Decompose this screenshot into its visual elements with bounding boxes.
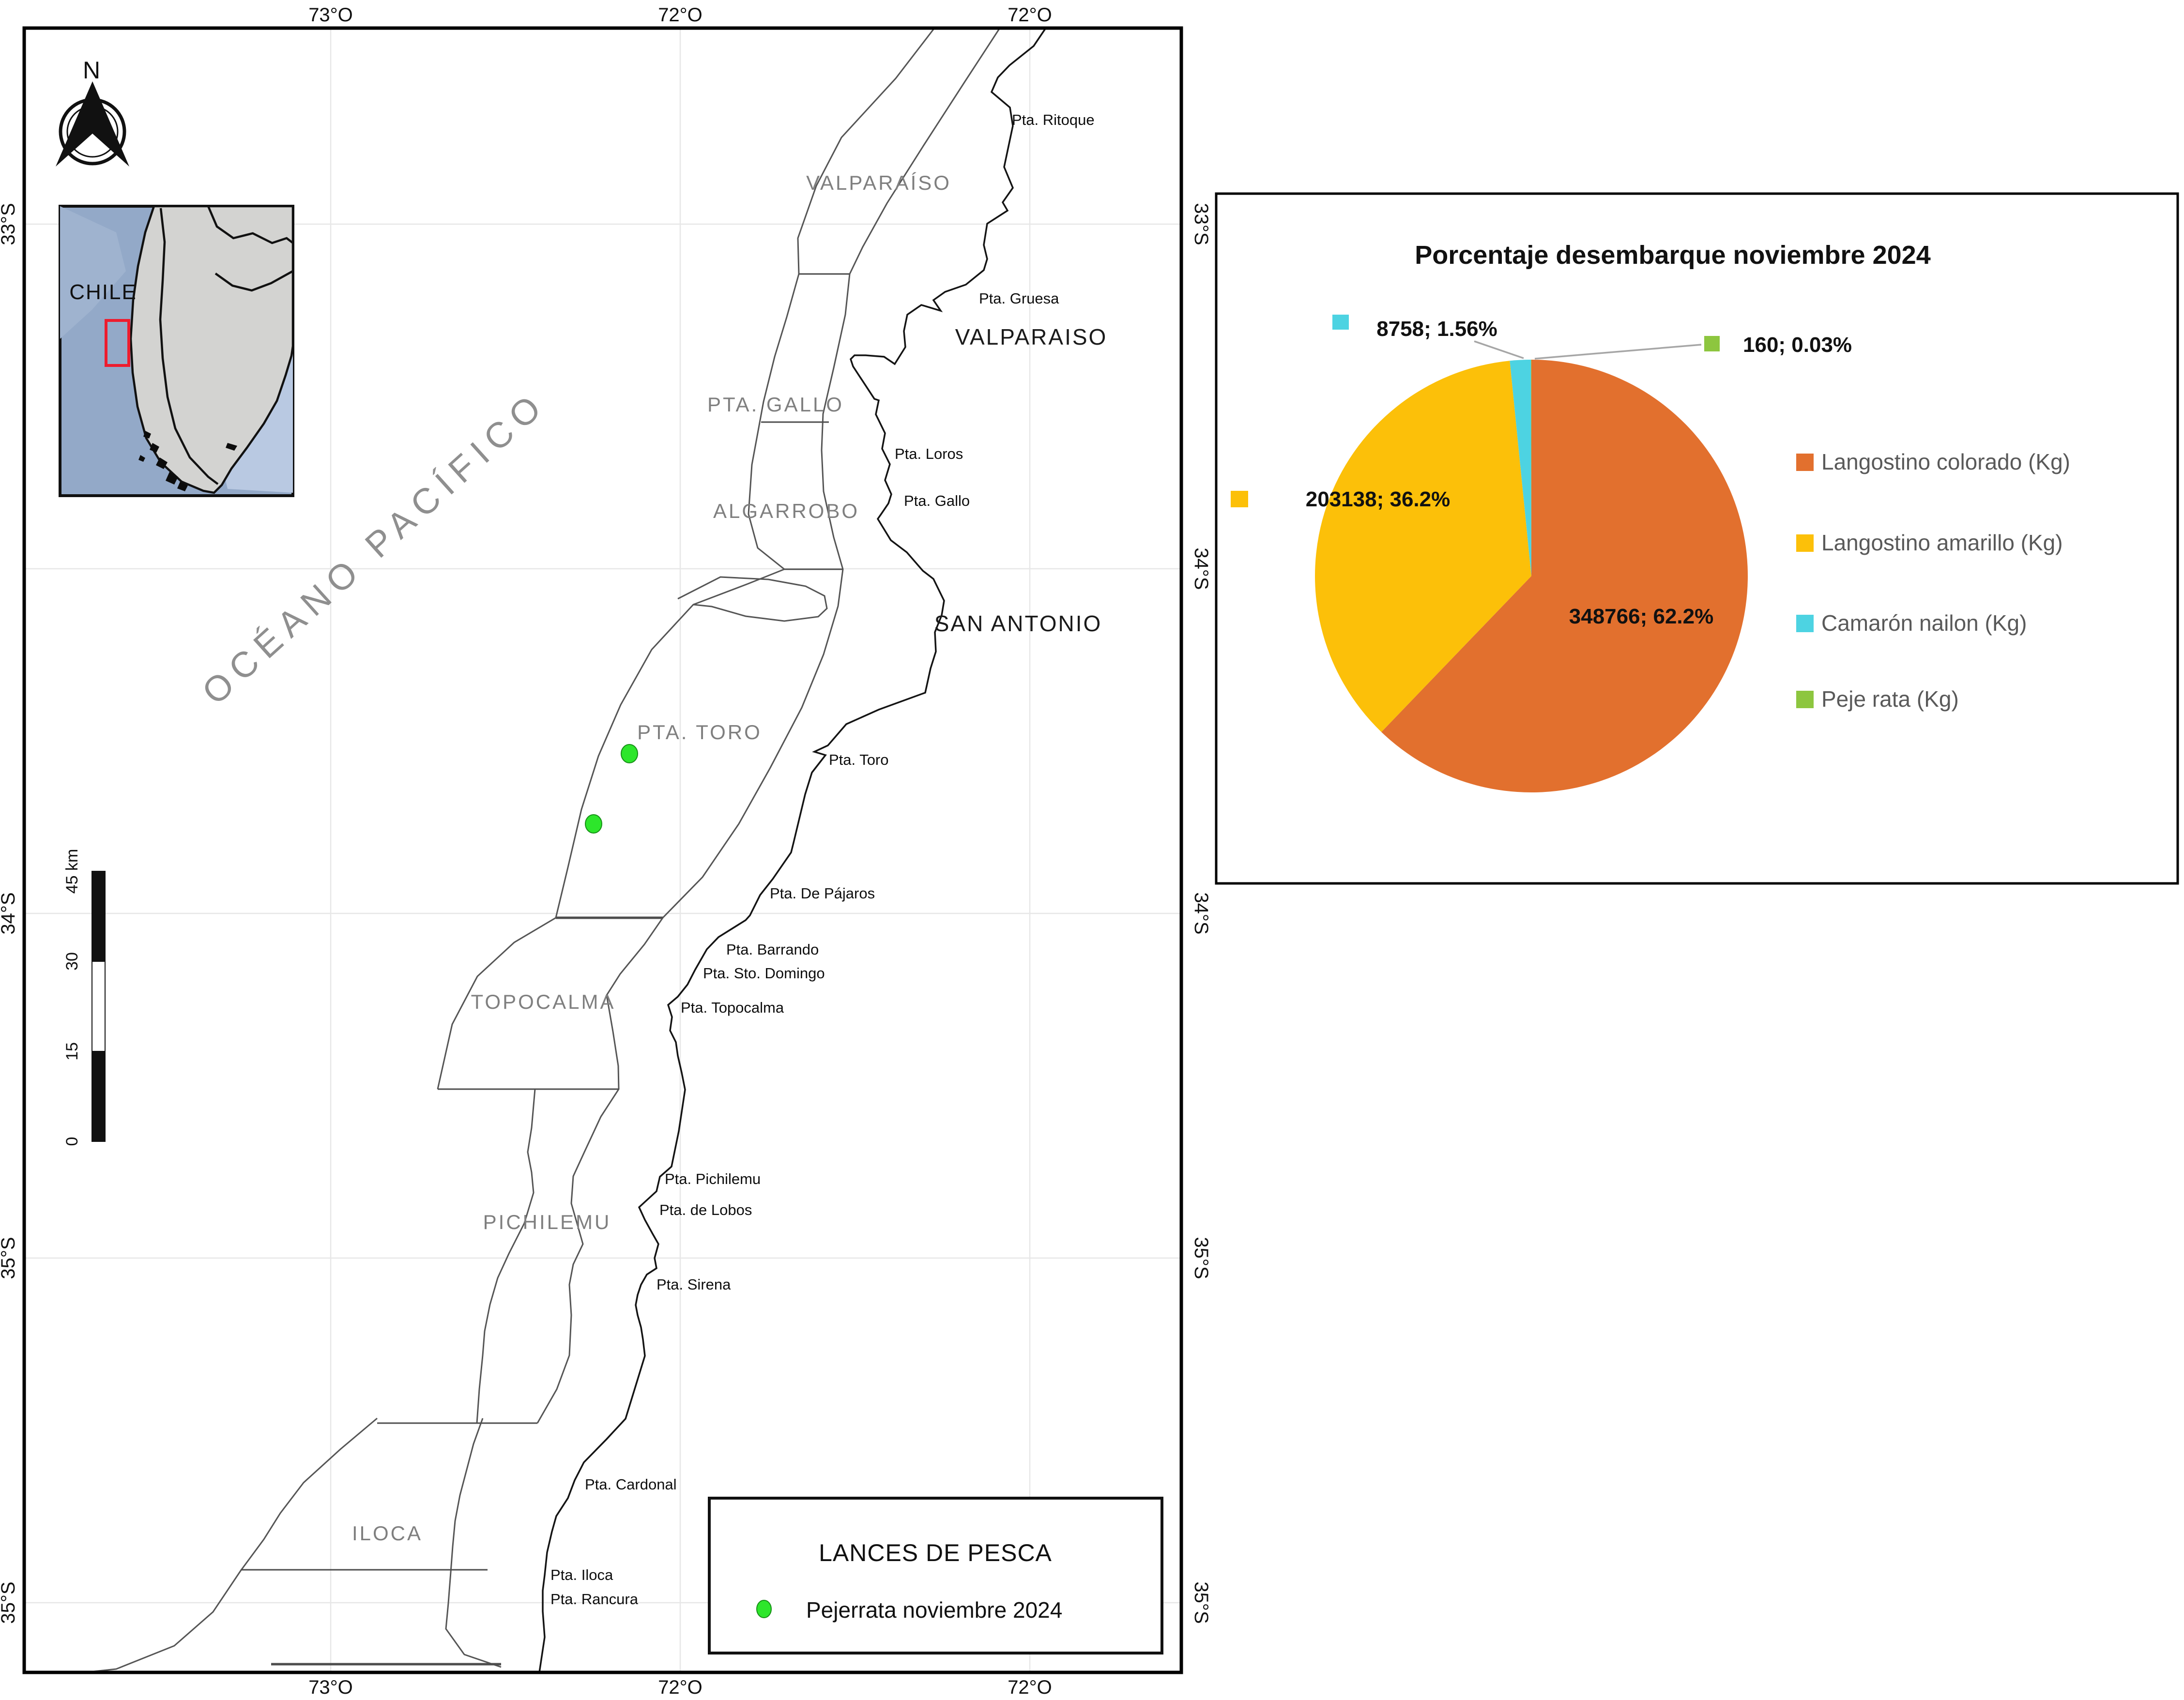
- point-label: Pta. de Lobos: [659, 1201, 752, 1218]
- north-arrow-dart: [56, 81, 129, 167]
- axis-label-right: 34°S: [1191, 547, 1212, 590]
- point-label: Pta. Barrando: [726, 941, 819, 958]
- pie: [1315, 360, 1748, 792]
- north-arrow: N: [56, 57, 129, 167]
- axis-label-bottom: 72°O: [658, 1677, 703, 1698]
- city-label-valparaiso: VALPARAISO: [955, 324, 1108, 349]
- pie-data-label-colorado: 348766; 62.2%: [1569, 605, 1713, 628]
- pie-panel: Porcentaje desembarque noviembre 2024 87…: [1215, 192, 2179, 885]
- pie-leader-lines: [1474, 340, 1702, 360]
- scale-label: 0: [63, 1137, 81, 1146]
- map-legend-box: [708, 1497, 1163, 1654]
- legend-swatch-pejerata: [1796, 691, 1814, 708]
- map-legend: LANCES DE PESCA Pejerrata noviembre 2024: [708, 1497, 1163, 1654]
- inset-locator-rect: [105, 319, 130, 367]
- map-frame: [22, 26, 1183, 1674]
- zone-label-pichilemu: PICHILEMU: [483, 1211, 611, 1233]
- coastline: [538, 28, 1047, 1673]
- pie-key-swatch-camaron: [1332, 315, 1349, 330]
- pie-key-swatch-pejerata: [1704, 336, 1720, 351]
- legend-label-pejerata: Peje rata (Kg): [1821, 686, 1959, 712]
- scale-segment: [92, 871, 106, 962]
- zone-label-algarrobo: ALGARROBO: [713, 500, 859, 522]
- scale-label: 15: [63, 1042, 81, 1061]
- axis-label-top: 72°O: [658, 4, 703, 26]
- inset-border-east: [214, 270, 294, 292]
- north-label: N: [83, 57, 100, 84]
- city-label-san-antonio: SAN ANTONIO: [934, 611, 1102, 636]
- legend-label-colorado: Langostino colorado (Kg): [1821, 449, 2070, 474]
- axis-label-bottom: 72°O: [1008, 1677, 1052, 1698]
- legend-swatch-camaron: [1796, 615, 1814, 632]
- axis-label-left: 33°S: [0, 203, 19, 245]
- inset-fjords: [138, 431, 237, 491]
- point-label: Pta. Toro: [829, 751, 889, 768]
- map-legend-title: LANCES DE PESCA: [819, 1539, 1052, 1566]
- pie-key-swatch-amarillo: [1231, 491, 1248, 507]
- point-label: Pta. Rancura: [550, 1591, 639, 1608]
- zone-east-boundary: [445, 28, 1001, 1668]
- legend-label-amarillo: Langostino amarillo (Kg): [1821, 530, 2063, 555]
- point-label: Pta. Gallo: [904, 492, 970, 509]
- pie-data-label-amarillo: 203138; 36.2%: [1306, 487, 1450, 511]
- legend-swatch-colorado: [1796, 454, 1814, 471]
- haul-point-marker: [621, 744, 638, 763]
- zone-label-iloca: ILOCA: [352, 1522, 423, 1545]
- zone-label-valparaiso: VALPARAÍSO: [806, 171, 951, 194]
- point-label: Pta. Ritoque: [1012, 111, 1095, 128]
- inset-landmass: [129, 205, 294, 494]
- map-legend-item: Pejerrata noviembre 2024: [806, 1597, 1062, 1623]
- map-panel: OCÉANO PACÍFICO VALPARAÍSO: [0, 4, 1212, 1698]
- scale-label: 45 km: [63, 849, 81, 894]
- axis-label-right: 35°S: [1191, 1237, 1212, 1279]
- scale-segment: [92, 961, 106, 1052]
- legend-label-camaron: Camarón nailon (Kg): [1821, 610, 2027, 636]
- inset-border-north: [207, 206, 294, 244]
- point-label: Pta. Topocalma: [681, 999, 784, 1016]
- axis-label-right: 35°S: [1191, 1581, 1212, 1624]
- point-label: Pta. Cardonal: [585, 1476, 677, 1493]
- zone-dividers: [241, 273, 850, 1666]
- inset-map: CHILE: [59, 205, 294, 497]
- point-label: Pta. Loros: [895, 445, 963, 462]
- axis-label-left: 35°S: [0, 1237, 19, 1279]
- graticule-labels: 73°O 72°O 72°O 73°O 72°O 72°O 33°S 34°S …: [0, 4, 1212, 1698]
- legend-swatch-amarillo: [1796, 534, 1814, 552]
- inset-ocean-patch: [60, 206, 126, 339]
- point-label: Pta. Pichilemu: [665, 1170, 761, 1187]
- point-label: Pta. De Pájaros: [770, 885, 875, 902]
- pie-data-label-camaron: 8758; 1.56%: [1376, 317, 1497, 341]
- pie-legend: Langostino colorado (Kg) Langostino amar…: [1796, 449, 2070, 712]
- point-label: Pta. Sto. Domingo: [703, 965, 825, 982]
- zone-label-pta-gallo: PTA. GALLO: [707, 393, 844, 416]
- point-label: Pta. Iloca: [550, 1566, 613, 1583]
- axis-label-left: 35°S: [0, 1581, 19, 1624]
- pie-slice-0: [1381, 360, 1748, 792]
- pie-title: Porcentaje desembarque noviembre 2024: [1415, 241, 1930, 270]
- pie-slice-1: [1315, 361, 1531, 732]
- axis-label-right: 34°S: [1191, 892, 1212, 934]
- axis-label-bottom: 73°O: [308, 1677, 353, 1698]
- zone-label-pta-toro: PTA. TORO: [637, 721, 762, 744]
- map-legend-marker: [756, 1600, 772, 1618]
- point-labels: Pta. Ritoque Pta. Gruesa Pta. Loros Pta.…: [550, 111, 1095, 1608]
- inset-country-label: CHILE: [69, 280, 137, 304]
- axis-label-right: 33°S: [1191, 203, 1212, 245]
- scale-bar: 45 km 30 15 0: [63, 849, 106, 1146]
- pie-slice-2: [1510, 360, 1531, 576]
- zone-labels: VALPARAÍSO PTA. GALLO ALGARROBO PTA. TOR…: [352, 171, 951, 1545]
- inset-border-chile-argentina: [159, 208, 219, 485]
- axis-label-top: 72°O: [1008, 4, 1052, 26]
- scale-segment: [92, 1051, 106, 1142]
- axis-label-left: 34°S: [0, 892, 19, 934]
- axis-label-top: 73°O: [308, 4, 353, 26]
- pie-data-label-peje-rata: 160; 0.03%: [1743, 333, 1852, 357]
- haul-point-marker: [585, 814, 602, 834]
- point-label: Pta. Sirena: [657, 1276, 731, 1293]
- scale-label: 30: [63, 952, 81, 971]
- zone-label-topocalma: TOPOCALMA: [471, 990, 616, 1013]
- point-label: Pta. Gruesa: [979, 290, 1059, 307]
